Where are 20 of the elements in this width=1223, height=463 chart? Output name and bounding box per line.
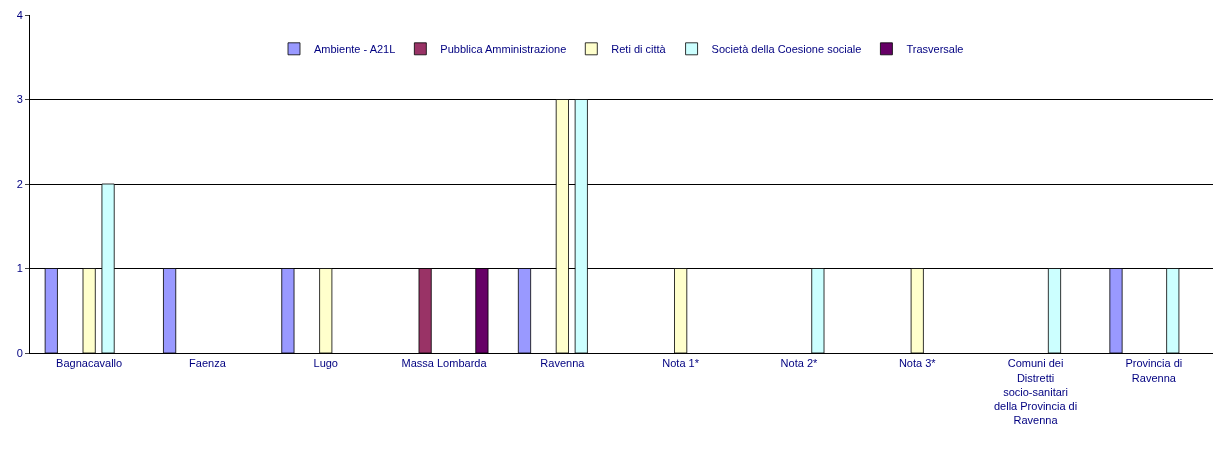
x-tick-label: Faenza <box>189 357 227 370</box>
x-tick-label: Nota 2* <box>780 357 819 370</box>
y-tick-label: 3 <box>16 93 23 106</box>
legend-label: Società della Coesione sociale <box>711 43 862 56</box>
legend-label: Reti di città <box>611 43 667 56</box>
x-tick-label: Lugo <box>313 357 338 370</box>
x-tick-label: Bagnacavallo <box>56 357 123 370</box>
y-tick-label: 2 <box>16 177 23 190</box>
x-tick-label: Provincia di Ravenna <box>1125 357 1183 384</box>
y-tick-label: 0 <box>16 346 23 359</box>
y-tick-label: 4 <box>16 8 23 21</box>
legend-label: Ambiente - A21L <box>314 43 396 56</box>
x-tick-label: Ravenna <box>540 357 586 370</box>
x-tick-label: Nota 3* <box>898 357 937 370</box>
legend-label: Trasversale <box>906 43 964 56</box>
x-tick-label: Nota 1* <box>662 357 700 370</box>
legend-label: Pubblica Amministrazione <box>440 43 567 56</box>
y-tick-label: 1 <box>16 262 23 275</box>
x-tick-label: Comuni dei Distretti socio-sanitari della Provincia di Ravenna <box>993 357 1078 427</box>
x-tick-label: Massa Lombarda <box>401 357 488 370</box>
